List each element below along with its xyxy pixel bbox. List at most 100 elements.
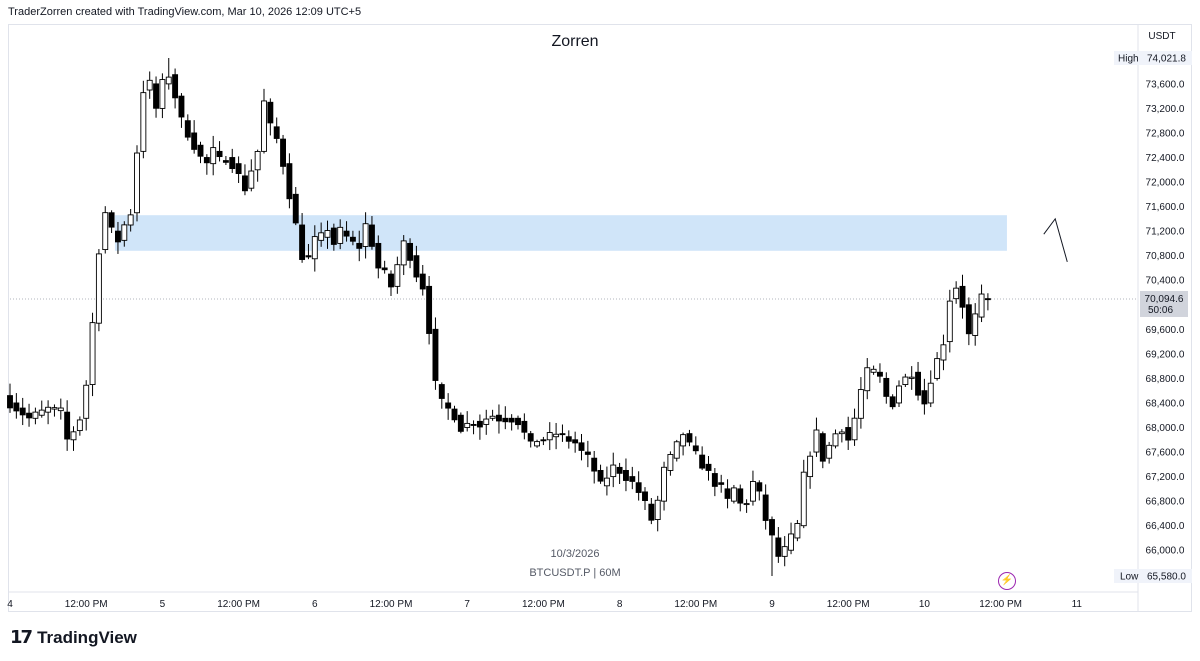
candle-body-down bbox=[172, 74, 179, 99]
candle bbox=[400, 235, 407, 276]
candle-body-up bbox=[680, 434, 687, 447]
chart-watermark-title: Zorren bbox=[551, 33, 599, 50]
candle-body-down bbox=[222, 160, 229, 163]
candle-body-down bbox=[64, 411, 71, 440]
candle-body-down bbox=[470, 423, 477, 426]
candle-body-up bbox=[832, 433, 839, 447]
candle bbox=[45, 400, 52, 425]
candle bbox=[921, 378, 928, 415]
supply-zone-layer bbox=[114, 215, 1007, 251]
candle-body-down bbox=[292, 193, 299, 224]
candle-body-up bbox=[781, 546, 788, 557]
candle-body-up bbox=[750, 481, 756, 502]
price-tick-label: 67,600.0 bbox=[1146, 448, 1185, 459]
candle-body-up bbox=[553, 433, 560, 438]
candle bbox=[419, 264, 426, 296]
candle-body-down bbox=[769, 519, 775, 536]
candle bbox=[508, 414, 515, 431]
candle bbox=[464, 411, 471, 432]
candle-body-down bbox=[267, 101, 274, 124]
candle-body-down bbox=[515, 417, 521, 426]
time-tick-label: 12:00 PM bbox=[979, 599, 1022, 610]
candle-body-down bbox=[635, 482, 642, 493]
candle-body-up bbox=[140, 92, 147, 152]
lightning-icon[interactable]: ⚡ bbox=[998, 572, 1016, 590]
candle bbox=[254, 149, 261, 182]
price-tick-label: 73,200.0 bbox=[1146, 104, 1185, 115]
candle-body-up bbox=[902, 376, 909, 386]
candle-body-up bbox=[210, 147, 217, 165]
candle-body-down bbox=[819, 433, 826, 462]
candle bbox=[711, 468, 718, 497]
candle bbox=[229, 148, 236, 173]
candle-body-down bbox=[959, 285, 966, 308]
candle-body-up bbox=[794, 523, 801, 539]
candle bbox=[280, 134, 286, 175]
candle-body-down bbox=[203, 157, 210, 164]
time-tick-label: 12:00 PM bbox=[217, 599, 260, 610]
time-tick-label: 12:00 PM bbox=[674, 599, 717, 610]
candle-body-up bbox=[95, 253, 102, 324]
candle bbox=[553, 422, 560, 450]
price-axis-currency: USDT bbox=[1148, 31, 1175, 42]
candle bbox=[267, 98, 274, 136]
candle bbox=[661, 461, 667, 511]
candle bbox=[915, 361, 921, 401]
candle-body-up bbox=[673, 441, 680, 459]
candle bbox=[629, 466, 636, 490]
candle-body-up bbox=[464, 422, 471, 428]
time-axis: 4 12:00 PM 5 12:00 PM 6 12:00 PM 7 12:00 PM 8 12:… bbox=[7, 591, 1138, 610]
candle-body-up bbox=[603, 477, 610, 487]
candle bbox=[121, 221, 128, 247]
candle-body-up bbox=[362, 223, 369, 247]
candle-body-down bbox=[153, 83, 160, 109]
candle bbox=[832, 429, 839, 449]
candle-body-up bbox=[127, 214, 134, 226]
candle-body-up bbox=[159, 79, 166, 109]
candle bbox=[172, 68, 179, 109]
candle-body-up bbox=[743, 503, 750, 506]
candle-body-down bbox=[521, 420, 528, 433]
candle-body-up bbox=[102, 212, 109, 251]
price-tick-label: 71,200.0 bbox=[1146, 227, 1185, 238]
footer-logo[interactable]: 17 TradingView bbox=[10, 627, 137, 648]
candle bbox=[337, 219, 344, 250]
candle bbox=[76, 416, 83, 436]
price-tick-label: 68,800.0 bbox=[1146, 374, 1185, 385]
candle bbox=[191, 120, 198, 154]
chart-frame[interactable] bbox=[8, 24, 1192, 612]
candle bbox=[788, 522, 794, 555]
high-label: High bbox=[1118, 54, 1139, 65]
candle bbox=[769, 516, 775, 576]
price-tick-label: 69,600.0 bbox=[1146, 325, 1185, 336]
candle bbox=[940, 334, 947, 371]
candle bbox=[388, 270, 394, 297]
candle bbox=[165, 58, 172, 90]
time-tick-label: 8 bbox=[617, 599, 623, 610]
candle bbox=[680, 432, 687, 456]
candle-body-down bbox=[692, 445, 699, 452]
candle bbox=[794, 519, 801, 542]
candle bbox=[343, 221, 350, 242]
candle-body-down bbox=[330, 227, 337, 245]
candle-body-down bbox=[445, 402, 452, 409]
candle-body-down bbox=[584, 451, 591, 455]
candle-body-up bbox=[908, 376, 915, 379]
candle-body-up bbox=[146, 79, 153, 91]
candle-body-down bbox=[578, 442, 585, 451]
candle-body-down bbox=[718, 482, 725, 485]
candle-body-down bbox=[229, 157, 236, 169]
candle bbox=[578, 434, 585, 461]
price-tick-label: 72,400.0 bbox=[1146, 153, 1185, 164]
candle bbox=[114, 221, 121, 254]
candle-body-up bbox=[51, 407, 58, 410]
candle-body-up bbox=[661, 466, 667, 502]
candle-body-down bbox=[369, 224, 375, 247]
candle-body-up bbox=[254, 151, 261, 171]
candle bbox=[451, 405, 458, 423]
candle bbox=[743, 499, 750, 513]
candle-body-up bbox=[248, 170, 255, 189]
candle-body-down bbox=[591, 457, 598, 472]
candle bbox=[616, 462, 623, 484]
